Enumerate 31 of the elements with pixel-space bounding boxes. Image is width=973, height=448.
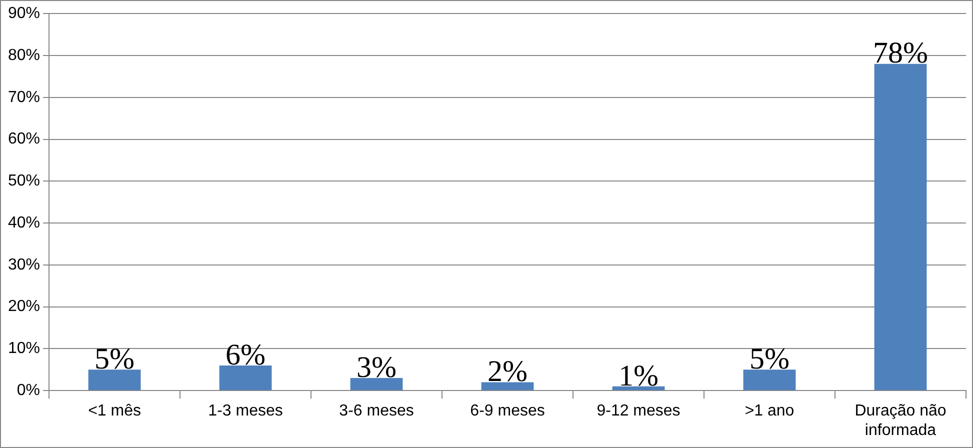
bar xyxy=(88,370,141,390)
bar xyxy=(874,64,927,390)
data-label: 1% xyxy=(618,359,659,392)
bar xyxy=(350,378,403,390)
x-tick-label: >1 ano xyxy=(744,402,794,420)
data-label: 3% xyxy=(356,350,397,384)
bar xyxy=(219,365,272,390)
data-label: 5% xyxy=(94,342,135,376)
y-tick-label: 40% xyxy=(8,214,40,232)
y-tick-label: 0% xyxy=(16,382,40,400)
x-tick-label: 3-6 meses xyxy=(339,402,414,420)
data-label: 2% xyxy=(488,355,528,388)
y-tick-label: 90% xyxy=(8,5,40,22)
y-tick-label: 60% xyxy=(8,130,40,148)
x-tick-label: 9-12 meses xyxy=(596,402,680,420)
data-label: 5% xyxy=(750,342,790,376)
bar xyxy=(481,382,534,390)
bar xyxy=(612,386,665,390)
data-label: 6% xyxy=(226,338,266,372)
x-tick-label: 1-3 meses xyxy=(208,402,283,420)
x-tick-label: <1 mês xyxy=(88,402,141,420)
x-tick-label: 6-9 meses xyxy=(470,402,545,420)
y-tick-label: 10% xyxy=(8,340,40,358)
y-tick-label: 80% xyxy=(8,46,40,64)
y-tick-label: 30% xyxy=(8,256,40,274)
y-tick-label: 70% xyxy=(8,88,40,106)
x-tick-label: Duração não informada xyxy=(854,402,946,439)
data-label: 78% xyxy=(873,36,928,70)
bar xyxy=(743,370,796,390)
y-tick-label: 20% xyxy=(8,298,40,316)
y-tick-label: 50% xyxy=(8,172,40,190)
